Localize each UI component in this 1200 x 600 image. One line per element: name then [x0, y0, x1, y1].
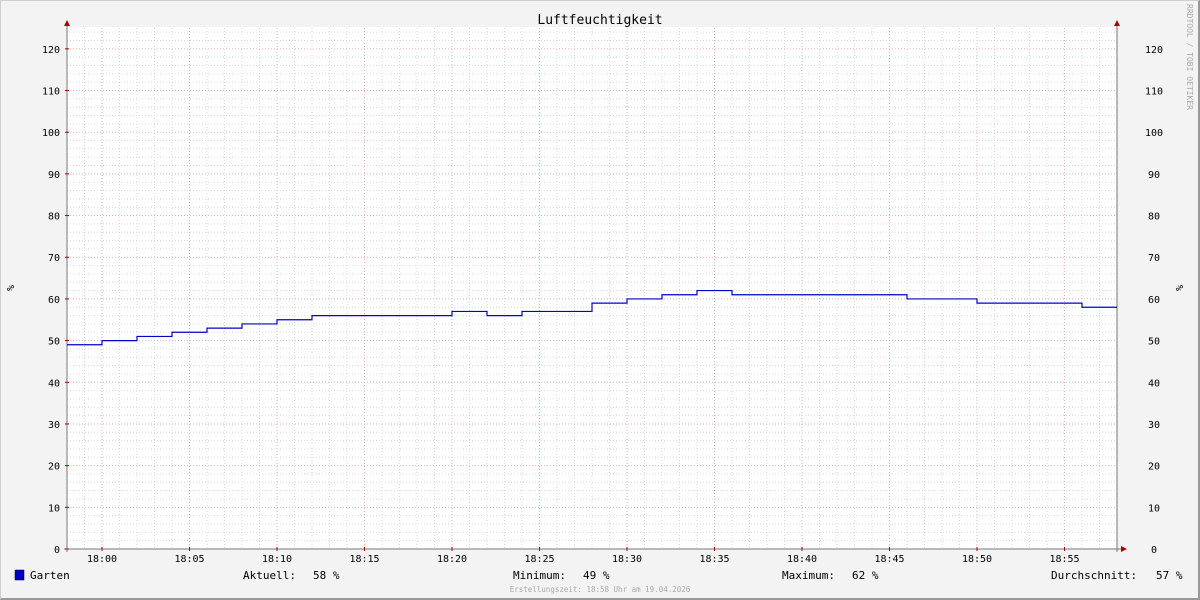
x-tick-label: 18:10	[262, 554, 292, 565]
legend-series-label: Garten	[30, 569, 70, 582]
y-axis-arrow-left	[64, 20, 70, 26]
stat-label: Maximum:	[782, 569, 835, 582]
x-tick-label: 18:25	[524, 554, 554, 565]
footer-timestamp: Erstellungszeit: 18:58 Uhr am 19.04.2026	[510, 585, 691, 594]
series-line-garten	[67, 289, 1117, 346]
y-tick-label-right: 10	[1148, 503, 1160, 514]
y-axis-label-right: %	[1173, 285, 1184, 291]
x-tick-label: 18:05	[174, 554, 204, 565]
legend-stat-aktuell: Aktuell: 58 %	[243, 569, 340, 582]
series	[67, 289, 1117, 346]
stat-value: 58 %	[313, 569, 340, 582]
y-tick-label-left: 60	[48, 295, 60, 306]
stat-value: 49 %	[583, 569, 610, 582]
x-tick-label: 18:50	[962, 554, 992, 565]
y-tick-label-right: 90	[1148, 170, 1160, 181]
x-tick-label: 18:45	[874, 554, 904, 565]
y-tick-label-left: 20	[48, 462, 60, 473]
chart-title: Luftfeuchtigkeit	[537, 13, 662, 28]
y-tick-label-right: 80	[1148, 212, 1160, 223]
y-tick-label-left: 90	[48, 170, 60, 181]
x-tick-label: 18:55	[1049, 554, 1079, 565]
x-tick-label: 18:15	[349, 554, 379, 565]
y-tick-label-right: 20	[1148, 462, 1160, 473]
x-tick-label: 18:35	[699, 554, 729, 565]
stat-label: Minimum:	[513, 569, 566, 582]
stat-label: Aktuell:	[243, 569, 296, 582]
y-tick-label-left: 70	[48, 253, 60, 264]
watermark: RRDTOOL / TOBI OETIKER	[1185, 4, 1194, 110]
y-tick-label-right: 70	[1148, 253, 1160, 264]
x-tick-label: 18:30	[612, 554, 642, 565]
stat-label: Durchschnitt:	[1051, 569, 1137, 582]
y-axis-label-left: %	[4, 285, 15, 291]
x-tick-label: 18:20	[437, 554, 467, 565]
y-tick-label-right: 100	[1145, 128, 1163, 139]
y-tick-label-right: 0	[1151, 545, 1157, 556]
plot-background	[67, 27, 1117, 549]
y-tick-label-left: 50	[48, 337, 60, 348]
y-tick-label-left: 30	[48, 420, 60, 431]
y-tick-label-right: 110	[1145, 87, 1163, 98]
legend-stat-maximum: Maximum: 62 %	[782, 569, 879, 582]
stat-value: 62 %	[852, 569, 879, 582]
y-tick-label-left: 10	[48, 503, 60, 514]
y-tick-label-left: 80	[48, 212, 60, 223]
legend-stat-minimum: Minimum: 49 %	[513, 569, 610, 582]
y-tick-label-right: 50	[1148, 337, 1160, 348]
stat-value: 57 %	[1156, 569, 1183, 582]
y-tick-label-left: 40	[48, 378, 60, 389]
y-axis-arrow-right	[1114, 20, 1120, 26]
x-axis-arrow	[1121, 546, 1127, 552]
y-tick-label-left: 110	[42, 87, 60, 98]
y-tick-label-left: 0	[54, 545, 60, 556]
legend-stat-durchschnitt: Durchschnitt: 57 %	[1051, 569, 1183, 582]
y-tick-label-left: 120	[42, 45, 60, 56]
y-tick-label-right: 120	[1145, 45, 1163, 56]
y-tick-label-right: 60	[1148, 295, 1160, 306]
y-tick-label-right: 40	[1148, 378, 1160, 389]
x-tick-label: 18:00	[87, 554, 117, 565]
axes: 0 0 10 10 20 20 30 30 40 40 50 50 60 60 70 70 80 80 90 90 10…	[42, 20, 1163, 565]
grid	[66, 27, 1118, 550]
x-tick-label: 18:40	[787, 554, 817, 565]
legend-swatch	[14, 569, 25, 581]
y-tick-label-right: 30	[1148, 420, 1160, 431]
y-tick-label-left: 100	[42, 128, 60, 139]
